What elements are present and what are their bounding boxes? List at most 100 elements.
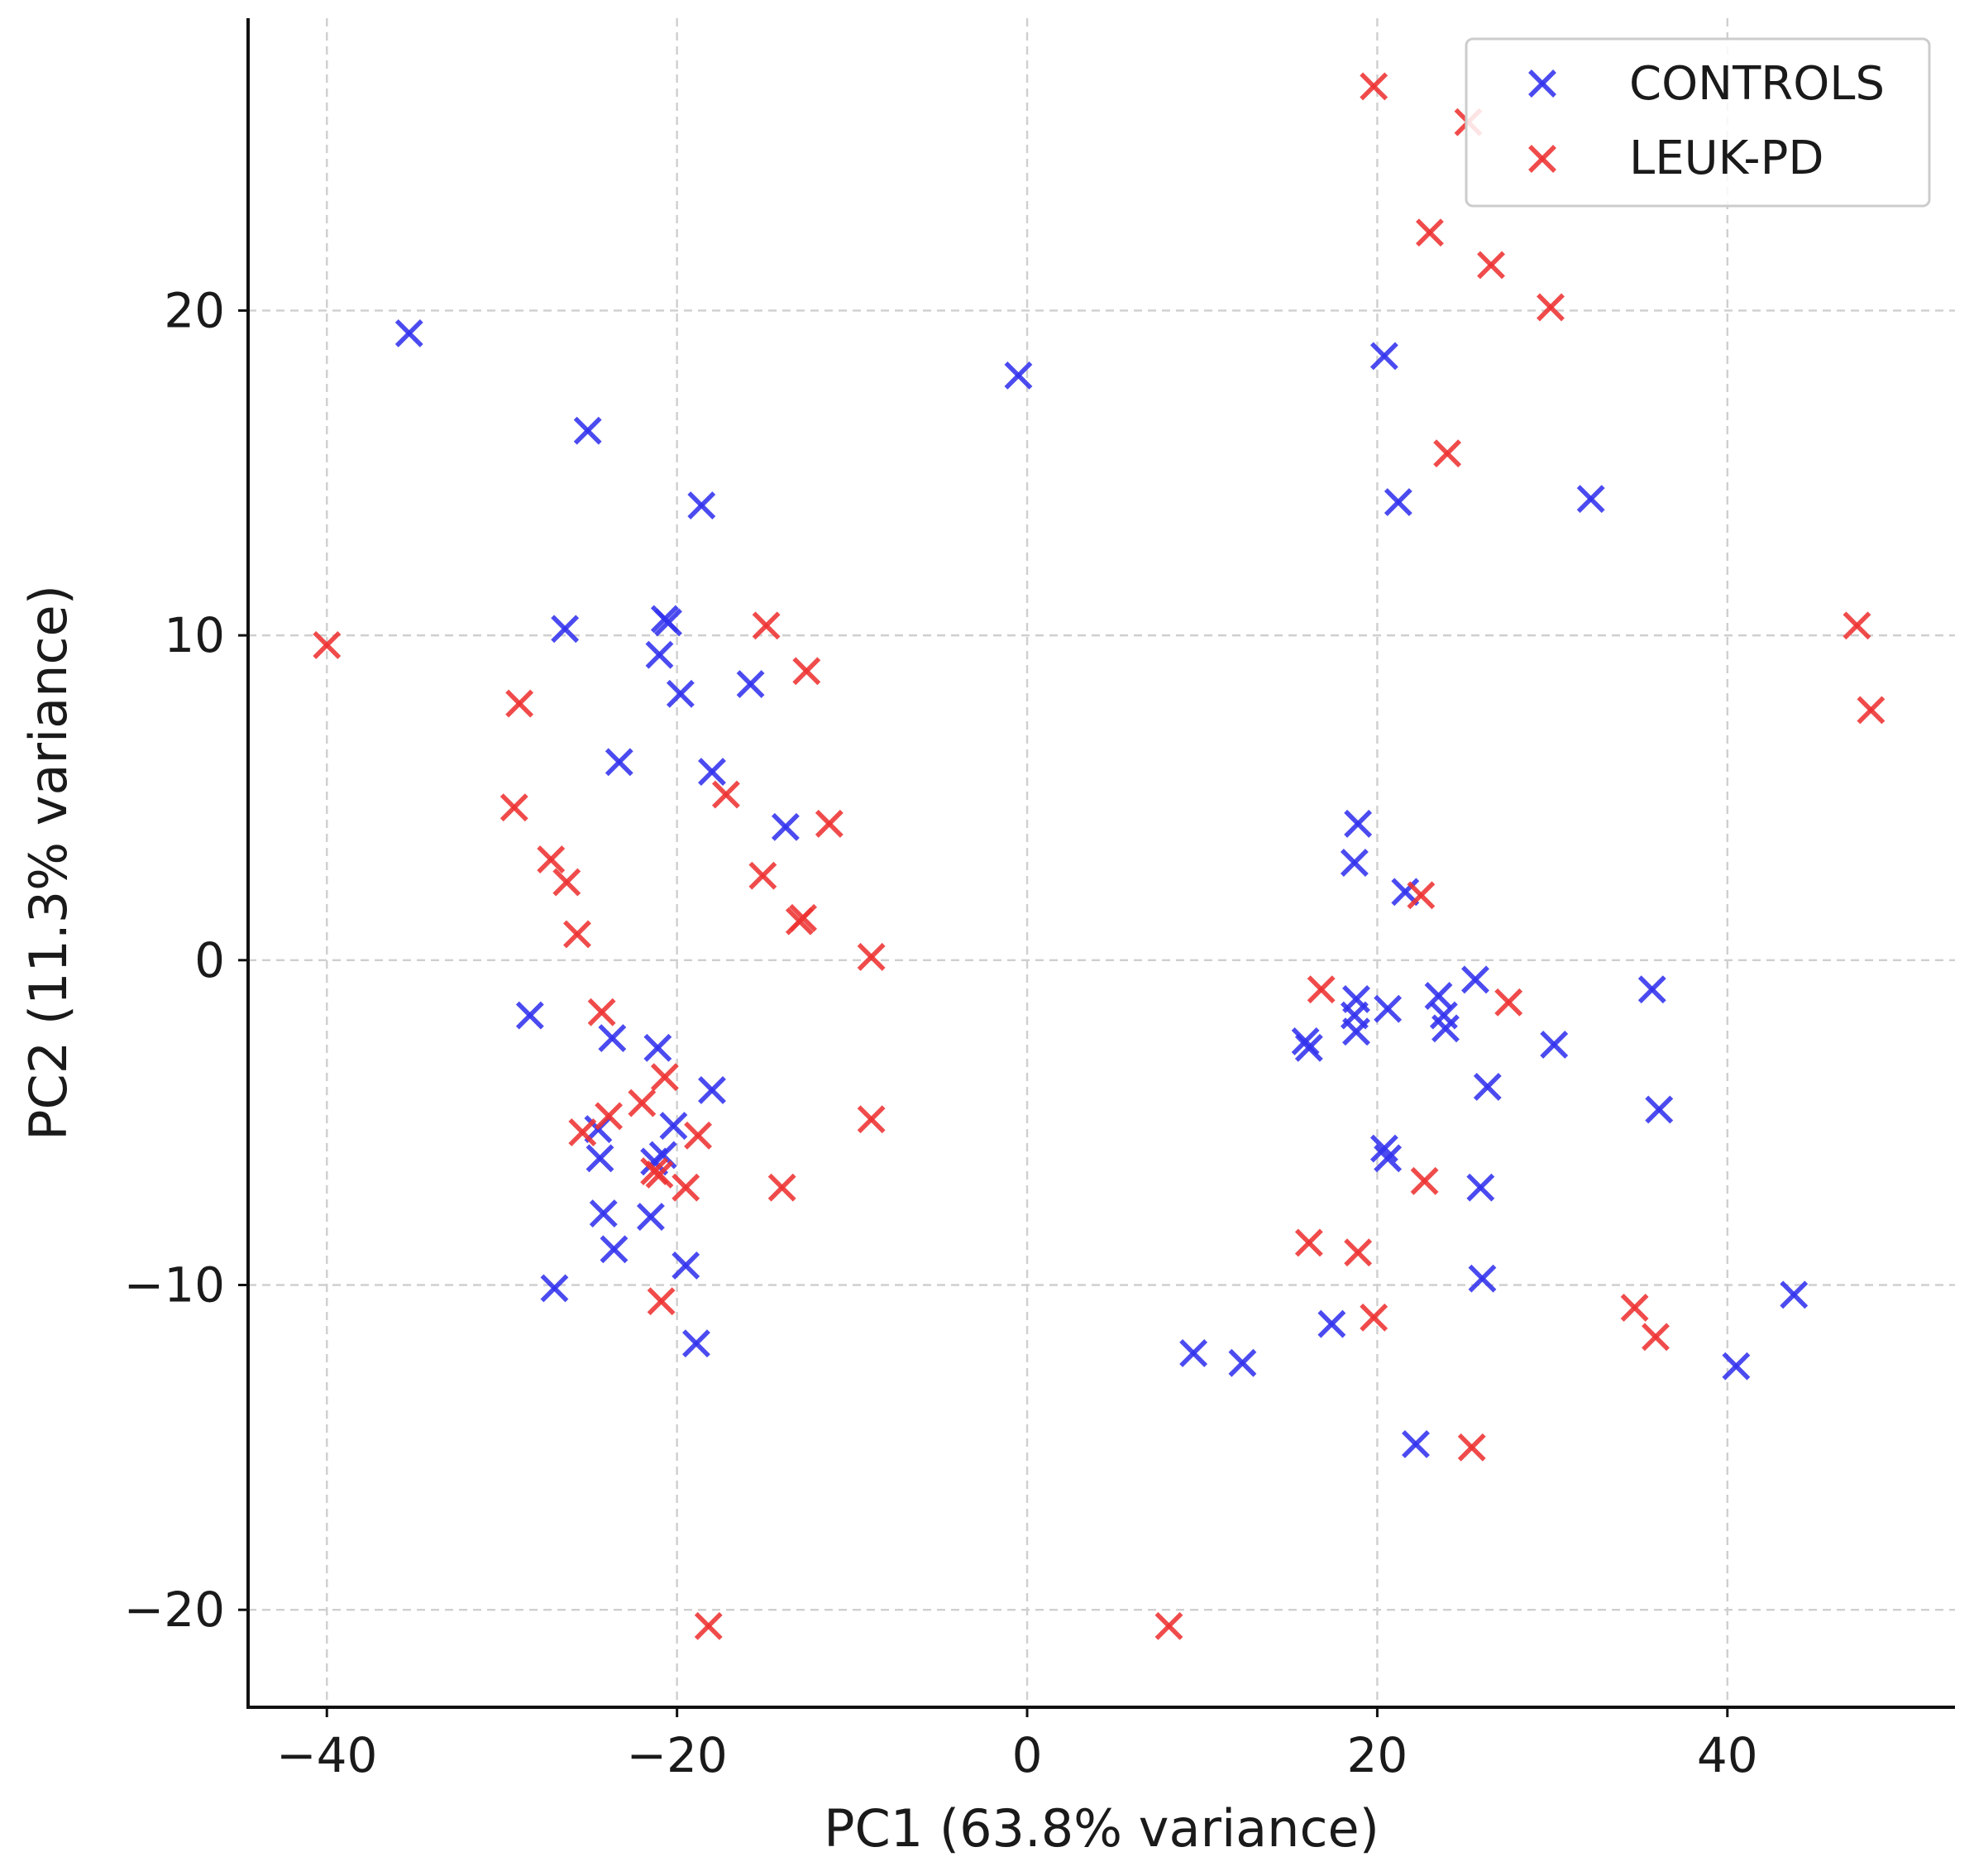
data-point-controls [551, 615, 580, 644]
data-point-leuk-pd [752, 611, 781, 640]
data-point-controls [1294, 1033, 1323, 1062]
data-point-controls [666, 679, 695, 708]
x-tick-label: −20 [626, 1727, 727, 1783]
legend-label-controls: CONTROLS [1629, 57, 1885, 111]
data-point-leuk-pd [857, 942, 886, 971]
data-point-leuk-pd [789, 903, 818, 932]
data-point-leuk-pd [792, 657, 821, 686]
data-point-controls [394, 318, 423, 347]
data-point-leuk-pd [1537, 293, 1565, 322]
data-point-leuk-pd [1433, 439, 1462, 468]
legend-box [1465, 37, 1931, 208]
data-point-leuk-pd [767, 1173, 796, 1202]
data-point-leuk-pd [748, 861, 777, 890]
series-leuk-pd [313, 72, 1886, 1640]
data-point-leuk-pd [650, 1063, 679, 1092]
data-point-leuk-pd [1294, 1228, 1323, 1257]
data-point-controls [636, 1203, 665, 1231]
legend-label-leuk-pd: LEUK-PD [1629, 132, 1824, 185]
data-point-controls [1466, 1173, 1495, 1202]
data-point-controls [1540, 1030, 1569, 1059]
data-point-leuk-pd [505, 689, 534, 718]
data-point-leuk-pd [628, 1089, 657, 1117]
data-point-leuk-pd [1360, 72, 1388, 101]
x-tick-label: −40 [276, 1727, 377, 1783]
y-tick-label: 0 [194, 932, 225, 988]
legend: CONTROLS LEUK-PD [1465, 37, 1931, 208]
data-point-leuk-pd [537, 845, 566, 874]
data-point-controls [1342, 1017, 1370, 1046]
data-point-controls [687, 491, 716, 519]
data-point-leuk-pd [640, 1157, 669, 1186]
data-point-controls [698, 1075, 726, 1104]
axes [246, 18, 1955, 1709]
y-axis-title: PC2 (11.3% variance) [18, 585, 79, 1141]
data-point-controls [643, 1033, 672, 1062]
data-point-controls [1340, 849, 1369, 877]
data-point-leuk-pd [1415, 218, 1444, 247]
x-tick-label: 20 [1347, 1727, 1408, 1783]
data-point-controls [605, 748, 633, 777]
data-point-leuk-pd [1642, 1323, 1670, 1352]
x-tick-label: 40 [1697, 1727, 1758, 1783]
data-point-leuk-pd [672, 1173, 700, 1202]
data-point-leuk-pd [568, 1117, 597, 1146]
y-tick-label: 10 [164, 607, 225, 663]
data-point-leuk-pd [1843, 611, 1871, 640]
data-point-controls [1576, 485, 1605, 514]
data-point-controls [1432, 1014, 1460, 1043]
data-point-controls [1004, 361, 1033, 390]
series-controls [394, 318, 1809, 1458]
x-axis-title: PC1 (63.8% variance) [824, 1798, 1379, 1859]
data-point-controls [1179, 1339, 1208, 1367]
data-point-controls [600, 1235, 629, 1264]
data-point-controls [598, 1024, 627, 1052]
data-point-leuk-pd [552, 868, 581, 897]
legend-x-mark-leuk-pd [1528, 145, 1556, 173]
gridlines [248, 18, 1955, 1707]
data-point-leuk-pd [313, 630, 342, 659]
data-point-controls [771, 812, 800, 841]
data-point-controls [736, 670, 765, 698]
y-tick-label: −20 [124, 1582, 225, 1638]
data-point-controls [515, 1001, 544, 1030]
data-point-leuk-pd [1154, 1611, 1183, 1640]
data-point-leuk-pd [647, 1287, 676, 1316]
data-point-leuk-pd [711, 780, 740, 809]
data-point-leuk-pd [684, 1121, 712, 1150]
data-point-controls [650, 605, 679, 634]
data-point-leuk-pd [1407, 881, 1436, 910]
ticks: −40 −20 0 20 40 −20 −10 0 10 20 [124, 282, 1758, 1783]
y-tick-label: 20 [164, 282, 225, 338]
data-point-controls [1402, 1429, 1430, 1458]
data-point-controls [1637, 975, 1666, 1004]
data-point-controls [1369, 342, 1398, 371]
data-point-leuk-pd [595, 1102, 624, 1131]
data-point-leuk-pd [1494, 988, 1523, 1017]
data-point-leuk-pd [694, 1611, 723, 1640]
data-point-controls [1645, 1095, 1674, 1124]
data-point-controls [681, 1329, 710, 1358]
legend-marker-leuk-pd [1528, 145, 1556, 173]
data-point-controls [1384, 488, 1412, 517]
data-point-controls [1780, 1280, 1809, 1309]
data-point-controls [1722, 1352, 1751, 1381]
data-point-leuk-pd [1344, 1238, 1373, 1267]
data-point-controls [698, 758, 726, 786]
data-point-controls [1374, 1144, 1403, 1173]
data-point-leuk-pd [499, 793, 528, 822]
data-point-leuk-pd [563, 920, 591, 949]
legend-marker-controls [1528, 69, 1556, 98]
data-point-leuk-pd [1857, 696, 1886, 725]
data-point-leuk-pd [587, 998, 616, 1027]
data-point-leuk-pd [1360, 1303, 1388, 1332]
data-point-controls [586, 1144, 614, 1173]
y-tick-label: −10 [124, 1257, 225, 1314]
data-point-leuk-pd [1457, 1433, 1486, 1462]
data-point-leuk-pd [1620, 1294, 1649, 1322]
data-point-controls [659, 1112, 688, 1141]
data-point-leuk-pd [857, 1105, 886, 1134]
data-point-controls [1369, 1134, 1398, 1163]
data-point-leuk-pd [815, 809, 844, 838]
